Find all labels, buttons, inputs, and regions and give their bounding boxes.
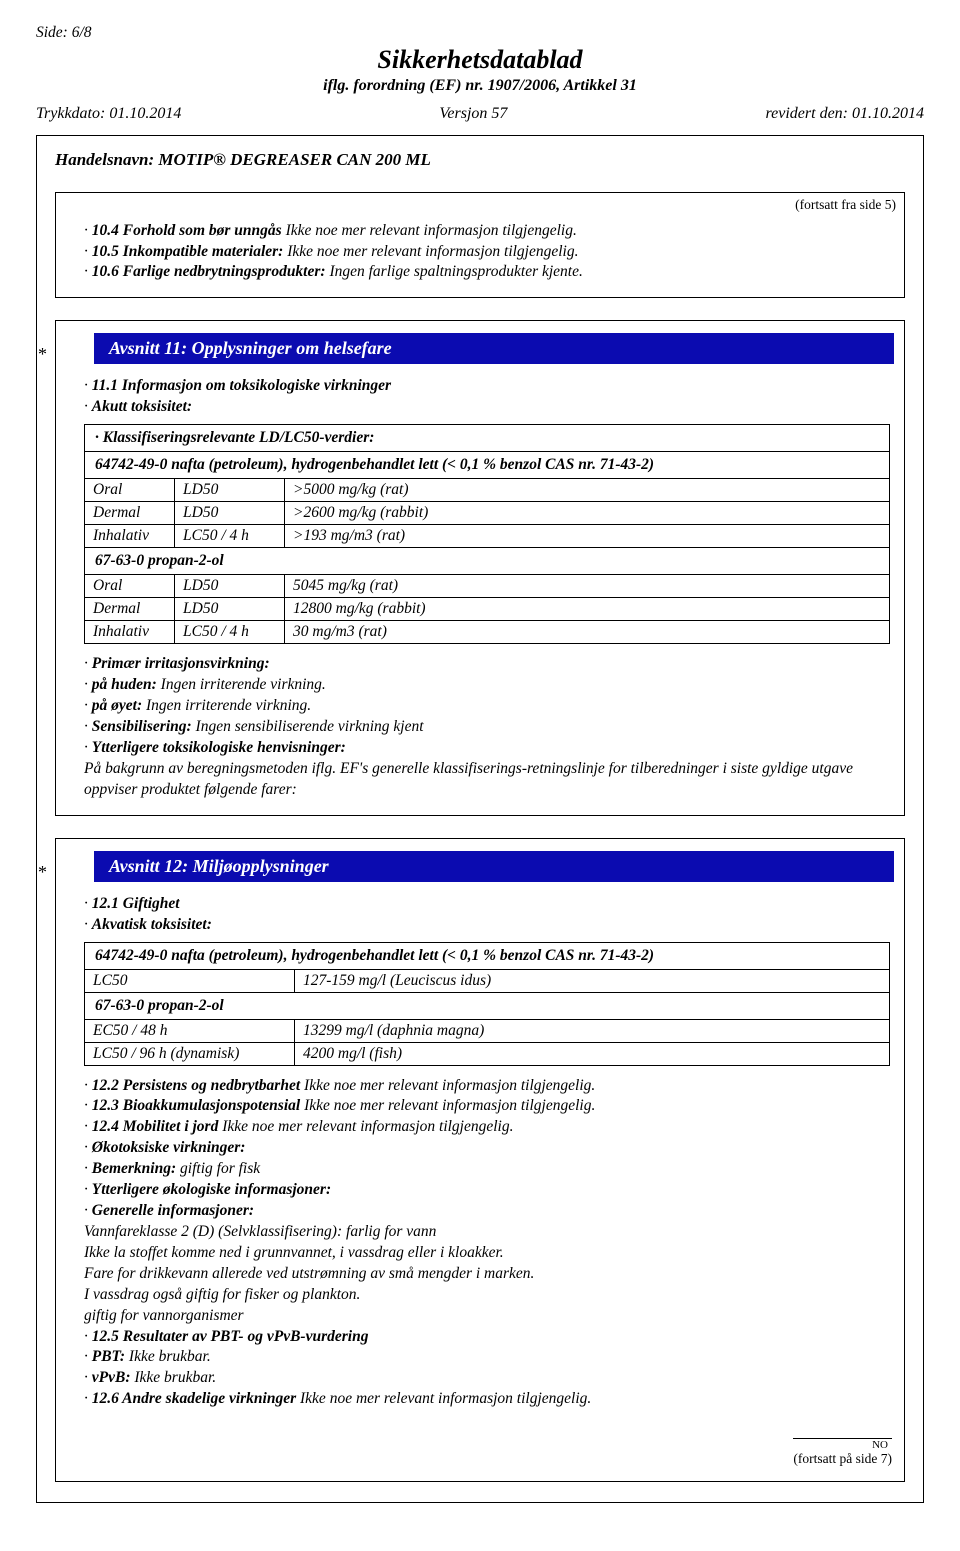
section-11-block: * Avsnitt 11: Opplysninger om helsefare … <box>55 320 905 815</box>
tox-sub1: 64742-49-0 nafta (petroleum), hydrogenbe… <box>85 451 889 478</box>
r1c1: Oral <box>85 478 175 501</box>
q6: Ytterligere økologiske informasjoner: <box>92 1181 331 1198</box>
r5c2: LD50 <box>175 597 285 620</box>
q9: Ikke la stoffet komme ned i grunnvannet,… <box>84 1244 504 1261</box>
q11: I vassdrag også giftig for fisker og pla… <box>84 1286 360 1303</box>
sec10-l2t: Ikke noe mer relevant informasjon tilgje… <box>283 243 578 260</box>
sec11-p6a: Sensibilisering: <box>92 718 192 735</box>
r6c2: LC50 / 4 h <box>175 620 285 643</box>
sec12-p2: Akvatisk toksisitet: <box>92 916 212 933</box>
sec11-p7: Ytterligere toksikologiske henvisninger: <box>92 739 346 756</box>
star-icon: * <box>38 862 66 883</box>
sec11-p4b: Ingen irriterende virkning. <box>157 676 326 693</box>
q14a: PBT: <box>92 1348 125 1365</box>
q4: Økotoksiske virkninger: <box>92 1139 246 1156</box>
section-10-block: (fortsatt fra side 5) 10.4 Forhold som b… <box>55 192 905 299</box>
q13: 12.5 Resultater av PBT- og vPvB-vurderin… <box>92 1328 369 1345</box>
doc-subtitle: iflg. forordning (EF) nr. 1907/2006, Art… <box>36 77 924 95</box>
a1c2: 127-159 mg/l (Leuciscus idus) <box>295 969 889 992</box>
sec11-p5b: Ingen irriterende virkning. <box>142 697 311 714</box>
doc-title: Sikkerhetsdatablad <box>36 46 924 75</box>
section-12-block: * Avsnitt 12: Miljøopplysninger 12.1 Gif… <box>55 838 905 1483</box>
sec11-p4a: på huden: <box>92 676 157 693</box>
r4c3: 5045 mg/kg (rat) <box>285 574 889 597</box>
q5a: Bemerkning: <box>92 1160 176 1177</box>
q16a: 12.6 Andre skadelige virkninger <box>92 1390 296 1407</box>
q15b: Ikke brukbar. <box>130 1369 216 1386</box>
r3c3: >193 mg/m3 (rat) <box>285 524 889 547</box>
outer-frame: Handelsnavn: MOTIP® DEGREASER CAN 200 ML… <box>36 135 924 1504</box>
continued-to: (fortsatt på side 7) <box>793 1451 892 1467</box>
version: Versjon 57 <box>439 105 507 123</box>
section-11-heading: Avsnitt 11: Opplysninger om helsefare <box>94 333 894 364</box>
q16b: Ikke noe mer relevant informasjon tilgje… <box>296 1390 591 1407</box>
q3a: 12.4 Mobilitet i jord <box>92 1118 219 1135</box>
sec10-l1: 10.4 Forhold som bør unngås <box>92 222 282 239</box>
r6c1: Inhalativ <box>85 620 175 643</box>
q3b: Ikke noe mer relevant informasjon tilgje… <box>218 1118 513 1135</box>
r2c2: LD50 <box>175 501 285 524</box>
r6c3: 30 mg/m3 (rat) <box>285 620 889 643</box>
tox-table: · Klassifiseringsrelevante LD/LC50-verdi… <box>84 424 890 644</box>
product-name: Handelsnavn: MOTIP® DEGREASER CAN 200 ML <box>55 150 905 170</box>
print-date: Trykkdato: 01.10.2014 <box>36 105 181 123</box>
aqua-table: 64742-49-0 nafta (petroleum), hydrogenbe… <box>84 942 890 1066</box>
sec11-p3: Primær irritasjonsvirkning: <box>92 655 270 672</box>
tox-head: Klassifiseringsrelevante LD/LC50-verdier… <box>103 429 375 446</box>
sec11-p6b: Ingen sensibiliserende virkning kjent <box>192 718 424 735</box>
section-12-heading: Avsnitt 12: Miljøopplysninger <box>94 851 894 882</box>
aqua-sub2: 67-63-0 propan-2-ol <box>85 992 889 1019</box>
q8: Vannfareklasse 2 (D) (Selvklassifisering… <box>84 1223 436 1240</box>
r5c3: 12800 mg/kg (rabbit) <box>285 597 889 620</box>
a3c2: 4200 mg/l (fish) <box>295 1042 889 1065</box>
a3c1: LC50 / 96 h (dynamisk) <box>85 1042 295 1065</box>
r3c1: Inhalativ <box>85 524 175 547</box>
q1a: 12.2 Persistens og nedbrytbarhet <box>92 1077 300 1094</box>
a2c2: 13299 mg/l (daphnia magna) <box>295 1019 889 1042</box>
sec10-l1t: Ikke noe mer relevant informasjon tilgje… <box>282 222 577 239</box>
r1c3: >5000 mg/kg (rat) <box>285 478 889 501</box>
r4c1: Oral <box>85 574 175 597</box>
sec10-l3t: Ingen farlige spaltningsprodukter kjente… <box>326 263 583 280</box>
sec11-p2: Akutt toksisitet: <box>92 398 192 415</box>
tox-sub2: 67-63-0 propan-2-ol <box>85 547 889 574</box>
q5b: giftig for fisk <box>176 1160 260 1177</box>
q2b: Ikke noe mer relevant informasjon tilgje… <box>300 1097 595 1114</box>
q14b: Ikke brukbar. <box>125 1348 211 1365</box>
page-number: Side: 6/8 <box>36 24 924 42</box>
r1c2: LD50 <box>175 478 285 501</box>
r4c2: LD50 <box>175 574 285 597</box>
q12: giftig for vannorganismer <box>84 1307 244 1324</box>
a1c1: LC50 <box>85 969 295 992</box>
a2c1: EC50 / 48 h <box>85 1019 295 1042</box>
q7: Generelle informasjoner: <box>92 1202 254 1219</box>
sec10-l3: 10.6 Farlige nedbrytningsprodukter: <box>92 263 326 280</box>
sec11-p8: På bakgrunn av beregningsmetoden iflg. E… <box>84 760 853 798</box>
sec11-p1: 11.1 Informasjon om toksikologiske virkn… <box>92 377 391 394</box>
r5c1: Dermal <box>85 597 175 620</box>
r2c1: Dermal <box>85 501 175 524</box>
q15a: vPvB: <box>92 1369 131 1386</box>
sec11-p5a: på øyet: <box>92 697 142 714</box>
star-icon: * <box>38 344 66 365</box>
q10: Fare for drikkevann allerede ved utstrøm… <box>84 1265 534 1282</box>
r3c2: LC50 / 4 h <box>175 524 285 547</box>
continued-from: (fortsatt fra side 5) <box>56 193 904 221</box>
q2a: 12.3 Bioakkumulasjonspotensial <box>92 1097 300 1114</box>
q1b: Ikke noe mer relevant informasjon tilgje… <box>300 1077 595 1094</box>
lang-code: NO <box>793 1438 892 1451</box>
revised-date: revidert den: 01.10.2014 <box>766 105 924 123</box>
aqua-sub1: 64742-49-0 nafta (petroleum), hydrogenbe… <box>85 943 889 969</box>
sec10-l2: 10.5 Inkompatible materialer: <box>92 243 284 260</box>
sec12-p1: 12.1 Giftighet <box>92 895 180 912</box>
r2c3: >2600 mg/kg (rabbit) <box>285 501 889 524</box>
